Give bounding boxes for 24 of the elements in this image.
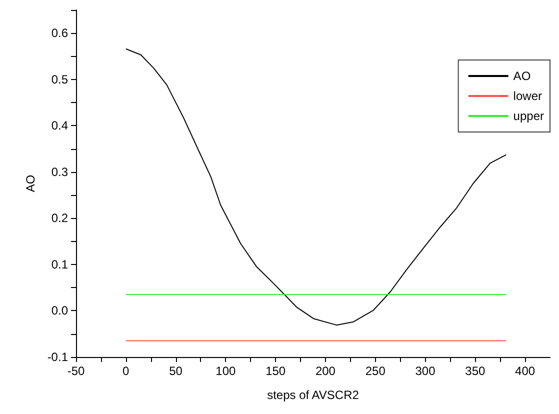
y-tick-label: 0.3: [51, 164, 68, 179]
x-tick-label: 150: [266, 364, 286, 378]
legend-label: AO: [513, 69, 531, 83]
x-tick-label: 350: [465, 364, 486, 378]
legend-label: upper: [513, 109, 544, 123]
x-tick-label: 300: [415, 364, 436, 378]
y-tick-label: 0.5: [51, 72, 68, 86]
y-tick-label: -0.1: [47, 350, 68, 364]
x-tick-label: 400: [515, 364, 536, 378]
x-tick-label: -50: [67, 364, 85, 378]
y-axis-title: AO: [23, 174, 38, 192]
y-tick-label: 0.6: [51, 26, 68, 40]
line-series: [125, 48, 507, 326]
y-tick-label: 0.4: [51, 118, 68, 133]
y-tick-label: 0.1: [51, 257, 68, 272]
x-tick-label: 250: [365, 364, 386, 378]
x-tick-label: 50: [169, 364, 183, 378]
x-tick-label: 200: [315, 364, 336, 378]
x-tick-label: 0: [122, 364, 130, 378]
legend-label: lower: [513, 89, 542, 103]
x-axis-title: steps of AVSCR2: [267, 388, 360, 402]
y-tick-label: 0.0: [51, 304, 68, 318]
x-tick-label: 100: [216, 364, 236, 378]
y-tick-label: 0.2: [51, 211, 68, 226]
